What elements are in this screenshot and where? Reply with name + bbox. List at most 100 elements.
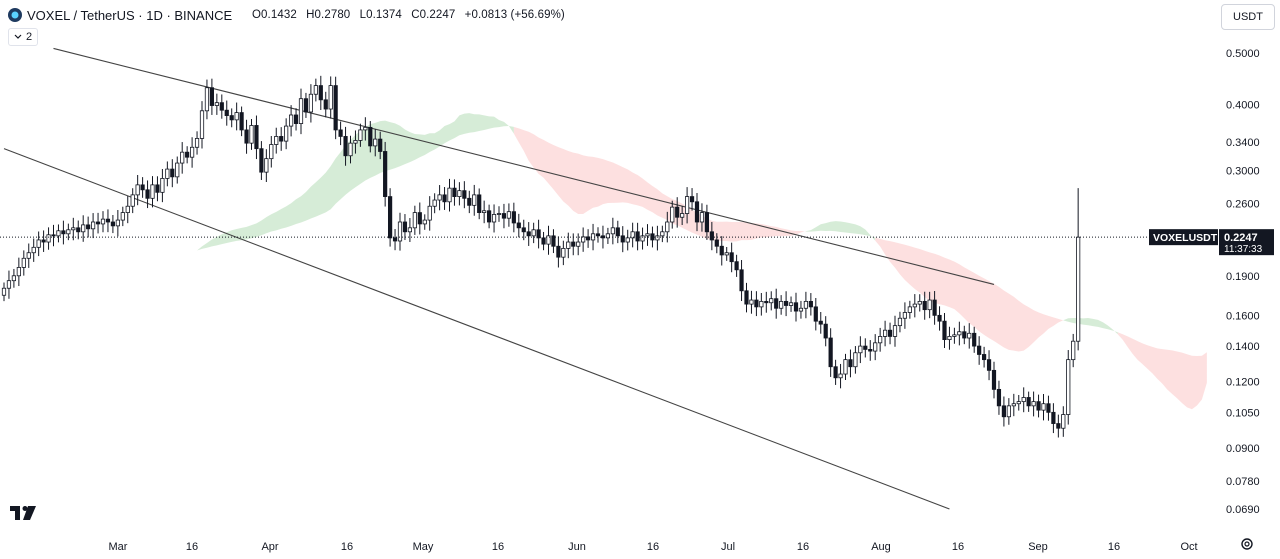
candle-body xyxy=(46,234,51,243)
candle-body xyxy=(41,239,46,243)
candle xyxy=(303,92,309,118)
candle-body xyxy=(521,227,526,233)
candle xyxy=(878,327,883,352)
candle-body xyxy=(1056,423,1061,429)
candle xyxy=(883,320,888,347)
candle xyxy=(724,246,729,261)
candle-body xyxy=(1041,403,1046,411)
candle-body xyxy=(214,102,219,106)
candle xyxy=(36,231,41,257)
candle-body xyxy=(86,224,91,230)
x-tick-label: Apr xyxy=(261,541,278,553)
y-axis[interactable]: 0.5000 0.4000 0.3400 0.3000 0.2600 0.1900 0.16… xyxy=(1226,48,1260,516)
candle-body xyxy=(729,252,734,263)
candle xyxy=(120,206,125,227)
candle xyxy=(274,127,279,154)
candle-body xyxy=(288,114,294,127)
close-label: C xyxy=(411,9,420,21)
candle xyxy=(1036,394,1041,418)
x-tick-label: 16 xyxy=(1108,541,1120,553)
price-value-box xyxy=(1219,229,1274,256)
candle xyxy=(155,176,160,202)
candle xyxy=(784,291,789,317)
x-axis[interactable]: Mar 16 Apr 16 May 16 Jun 16 Jul 16 Aug 16 Sep 16 Oct xyxy=(109,541,1198,553)
gear-icon[interactable] xyxy=(1240,537,1254,551)
candle-body xyxy=(561,247,566,258)
candle xyxy=(986,350,992,381)
candle xyxy=(41,230,46,252)
candle xyxy=(689,188,695,211)
candle xyxy=(363,117,368,141)
candle-body xyxy=(1026,397,1031,407)
candle-body xyxy=(769,298,774,304)
candle-body xyxy=(660,231,665,237)
candle xyxy=(694,193,700,232)
candle-body xyxy=(878,336,883,344)
candle-body xyxy=(16,267,21,277)
candle xyxy=(442,187,447,210)
candle xyxy=(373,129,378,157)
candle-body xyxy=(689,196,695,203)
candle-body xyxy=(991,369,997,390)
candle xyxy=(912,294,917,318)
candle-body xyxy=(952,334,957,337)
currency-button[interactable]: USDT xyxy=(1221,4,1275,30)
candle xyxy=(313,78,318,102)
candle-body xyxy=(219,102,224,111)
candle xyxy=(318,75,323,111)
candle xyxy=(610,217,615,245)
y-tick-label: 0.1900 xyxy=(1226,271,1260,283)
candle xyxy=(808,293,813,316)
x-tick-label: 16 xyxy=(492,541,504,553)
candle xyxy=(66,223,71,241)
candle xyxy=(665,211,670,243)
candle xyxy=(764,291,769,313)
candle-body xyxy=(387,196,393,239)
candle-body xyxy=(630,231,635,239)
candle xyxy=(907,300,912,319)
candle xyxy=(823,316,828,347)
candle-body xyxy=(417,212,422,225)
candle-body xyxy=(254,125,259,150)
candle-body xyxy=(986,359,992,371)
candle-body xyxy=(655,235,660,241)
candle xyxy=(170,159,175,188)
candle-body xyxy=(491,214,497,223)
candle xyxy=(556,236,561,268)
candle xyxy=(675,197,680,228)
candle-body xyxy=(600,235,606,239)
candle xyxy=(937,306,942,331)
voxel-logo-icon xyxy=(8,8,22,22)
symbol-title[interactable]: VOXEL / TetherUS · 1D · BINANCE xyxy=(27,8,233,23)
candle xyxy=(1056,414,1061,438)
candle xyxy=(620,226,625,253)
candle xyxy=(343,126,348,166)
candle xyxy=(714,233,719,254)
candle xyxy=(813,297,818,331)
low-value: 0.1374 xyxy=(366,9,402,21)
candle-body xyxy=(734,261,739,271)
candle xyxy=(219,94,224,119)
candle-body xyxy=(620,235,625,243)
cloud-bear xyxy=(1117,332,1207,410)
candle xyxy=(536,219,541,249)
candle-body xyxy=(932,299,937,316)
chevron-down-icon xyxy=(14,34,22,39)
candle xyxy=(635,222,640,251)
candle-body xyxy=(511,211,516,224)
candle xyxy=(249,118,254,150)
candle-body xyxy=(333,85,338,131)
candle-body xyxy=(1066,359,1071,415)
candle-body xyxy=(442,194,447,203)
candle xyxy=(224,100,229,126)
candle xyxy=(645,224,650,246)
candle xyxy=(1,282,7,302)
candle-body xyxy=(486,210,492,223)
y-tick-label: 0.3000 xyxy=(1226,166,1260,178)
candle-body xyxy=(328,85,333,110)
candle xyxy=(818,312,823,334)
tradingview-logo-icon[interactable] xyxy=(10,504,40,522)
candle xyxy=(828,328,833,377)
indicators-toggle-button[interactable]: 2 xyxy=(8,28,38,46)
